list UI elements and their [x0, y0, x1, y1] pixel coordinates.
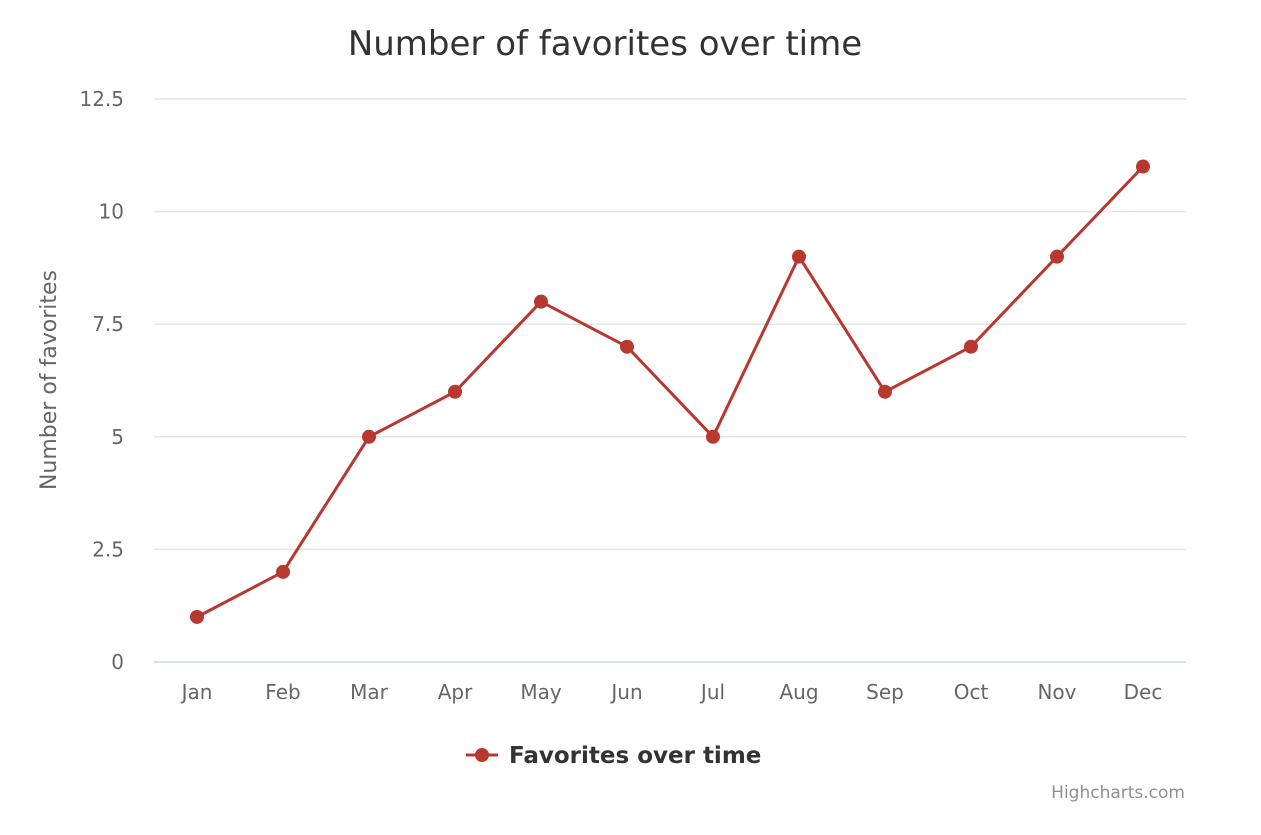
y-tick-label: 0 — [111, 650, 124, 674]
y-tick-label: 7.5 — [92, 312, 124, 336]
x-tick-label: Sep — [866, 680, 904, 704]
x-tick-label: Dec — [1124, 680, 1163, 704]
x-tick-label: Oct — [954, 680, 989, 704]
y-axis-ticks: 0 2.5 5 7.5 10 12.5 — [79, 87, 124, 674]
y-tick-label: 10 — [99, 200, 124, 224]
legend-item[interactable]: Favorites over time — [466, 743, 761, 769]
grid — [154, 98, 1186, 551]
x-tick-label: Aug — [779, 680, 818, 704]
legend-marker-icon — [475, 748, 489, 762]
data-point[interactable] — [878, 384, 892, 399]
x-tick-label: Jan — [180, 680, 213, 704]
data-point[interactable] — [276, 564, 290, 579]
y-tick-label: 2.5 — [92, 537, 124, 561]
x-tick-label: Feb — [265, 680, 300, 704]
x-tick-label: Jul — [699, 680, 725, 704]
data-point[interactable] — [964, 339, 978, 354]
credits-link[interactable]: Highcharts.com — [1051, 783, 1185, 803]
data-point[interactable] — [534, 294, 548, 309]
data-point[interactable] — [792, 249, 806, 264]
y-tick-label: 12.5 — [79, 87, 124, 111]
x-tick-label: Apr — [438, 680, 473, 704]
chart-title: Number of favorites over time — [348, 24, 862, 64]
y-tick-label: 5 — [111, 425, 124, 449]
data-point[interactable] — [620, 339, 634, 354]
x-tick-label: Nov — [1037, 680, 1076, 704]
data-point[interactable] — [190, 609, 204, 624]
legend-label: Favorites over time — [509, 743, 761, 769]
x-tick-label: Jun — [609, 680, 642, 704]
data-point[interactable] — [362, 429, 376, 444]
data-point[interactable] — [448, 384, 462, 399]
x-axis-ticks: Jan Feb Mar Apr May Jun Jul Aug Sep Oct Nov Dec — [180, 680, 1163, 704]
data-point[interactable] — [1136, 159, 1150, 174]
series-group — [190, 159, 1150, 624]
y-axis-title: Number of favorites — [37, 270, 62, 490]
series-line — [195, 165, 1145, 619]
data-point[interactable] — [1050, 249, 1064, 264]
x-tick-label: Mar — [350, 680, 389, 704]
data-point[interactable] — [706, 429, 720, 444]
x-tick-label: May — [520, 680, 562, 704]
